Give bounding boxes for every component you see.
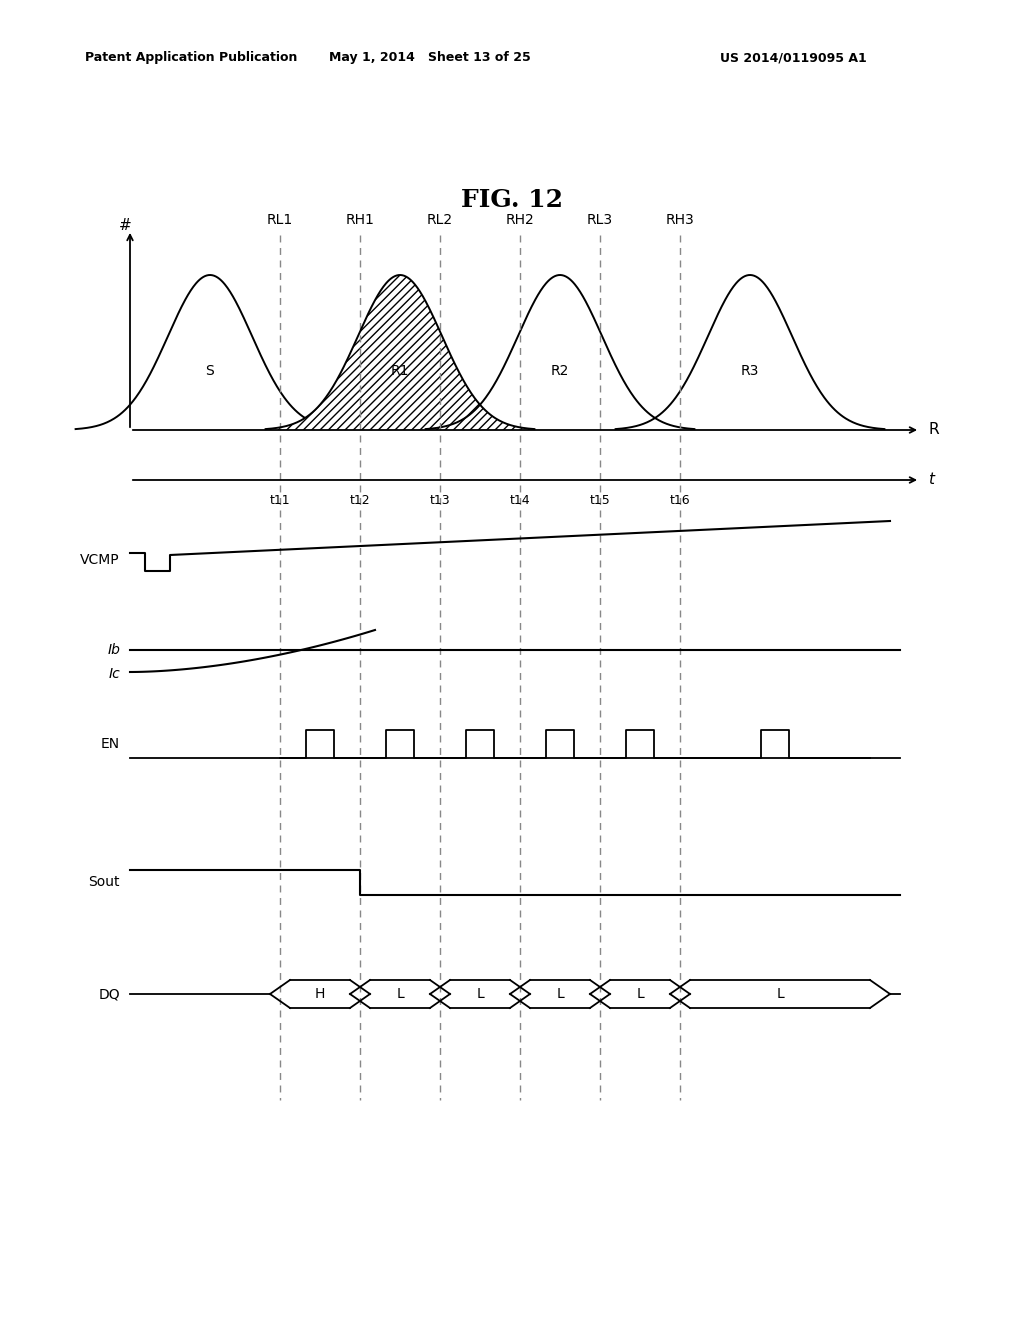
Text: US 2014/0119095 A1: US 2014/0119095 A1 [720, 51, 866, 65]
Text: FIG. 12: FIG. 12 [461, 187, 563, 213]
Text: t11: t11 [269, 494, 291, 507]
Text: L: L [476, 987, 484, 1001]
Text: R: R [928, 422, 939, 437]
Text: L: L [636, 987, 644, 1001]
Text: RL2: RL2 [427, 213, 453, 227]
Text: Patent Application Publication: Patent Application Publication [85, 51, 297, 65]
Text: t14: t14 [510, 494, 530, 507]
Text: Ic: Ic [109, 667, 120, 681]
Text: RH1: RH1 [345, 213, 375, 227]
Text: S: S [206, 364, 214, 378]
Text: t16: t16 [670, 494, 690, 507]
Text: Sout: Sout [88, 875, 120, 888]
Text: R1: R1 [391, 364, 410, 378]
Text: #: # [119, 218, 131, 232]
Text: May 1, 2014   Sheet 13 of 25: May 1, 2014 Sheet 13 of 25 [329, 51, 530, 65]
Text: L: L [776, 987, 784, 1001]
Text: L: L [556, 987, 564, 1001]
Text: t13: t13 [430, 494, 451, 507]
Text: H: H [314, 987, 326, 1001]
Text: L: L [396, 987, 403, 1001]
Text: DQ: DQ [98, 987, 120, 1001]
Text: t15: t15 [590, 494, 610, 507]
Text: Ib: Ib [108, 643, 120, 657]
Text: RH3: RH3 [666, 213, 694, 227]
Text: RL3: RL3 [587, 213, 613, 227]
Text: R3: R3 [740, 364, 759, 378]
Text: R2: R2 [551, 364, 569, 378]
Text: RL1: RL1 [267, 213, 293, 227]
Text: t12: t12 [349, 494, 371, 507]
Text: t: t [928, 473, 934, 487]
Text: VCMP: VCMP [80, 553, 120, 568]
Text: RH2: RH2 [506, 213, 535, 227]
Text: EN: EN [101, 737, 120, 751]
